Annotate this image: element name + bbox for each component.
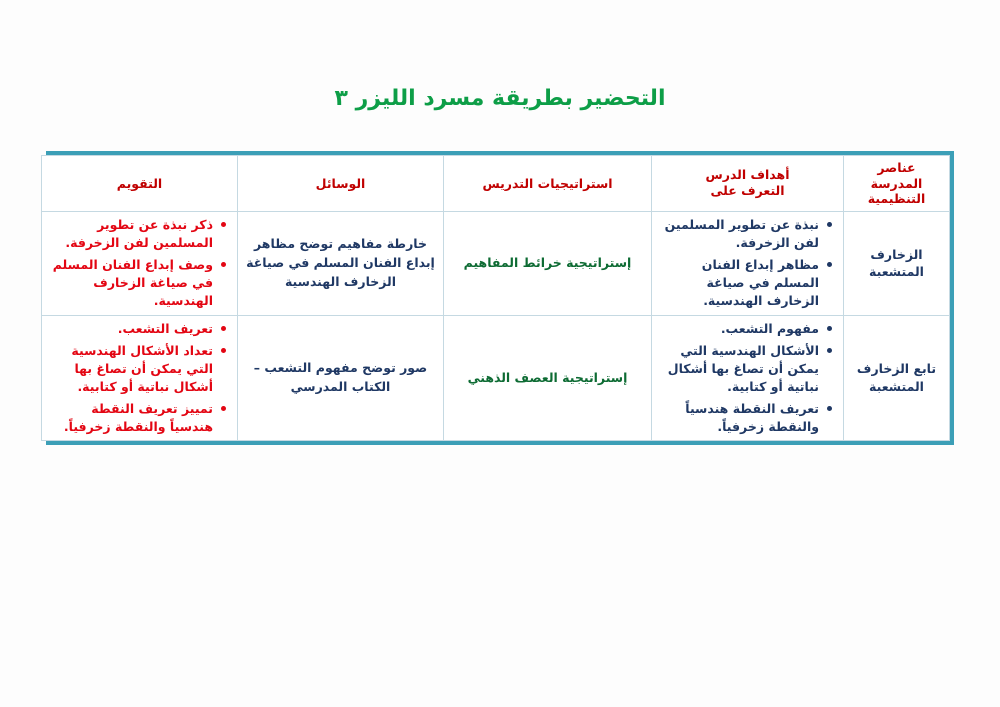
list-item: مفهوم التشعب. [658,320,832,338]
column-header-objectives: أهداف الدرس التعرف على [651,155,844,212]
cell-objectives: مفهوم التشعب. الأشكال الهندسية التي يمكن… [651,314,844,442]
cell-elements: الزخارف المتشعبة [843,210,950,316]
cell-means: صور توضح مفهوم التشعب – الكتاب المدرسي [237,314,444,442]
cell-means: خارطة مفاهيم توضح مظاهر إبداع الفنان الم… [237,210,444,316]
table-body: الزخارف المتشعبة نبذة عن تطوير المسلمين … [41,210,950,442]
page-title: التحضير بطريقة مسرد الليزر ٣ [334,86,666,111]
table-header-row: عناصر المدرسة التنظيمية أهداف الدرس التع… [41,155,950,212]
list-item: نبذة عن تطوير المسلمين لفن الزخرفة. [658,216,832,252]
cell-evaluation: ذكر نبذة عن تطوير المسلمين لفن الزخرفة. … [41,210,238,316]
column-header-objectives-line1: أهداف الدرس [705,166,790,182]
table-row: الزخارف المتشعبة نبذة عن تطوير المسلمين … [41,210,950,316]
column-header-means: الوسائل [237,155,444,212]
column-header-evaluation: التقويم [41,155,238,212]
cell-elements: تابع الزخارف المتشعبة [843,314,950,442]
objectives-list: مفهوم التشعب. الأشكال الهندسية التي يمكن… [658,320,837,437]
lesson-plan-table: عناصر المدرسة التنظيمية أهداف الدرس التع… [41,155,950,442]
list-item: مظاهر إبداع الفنان المسلم في صياغة الزخا… [658,256,832,310]
cell-strategies: إستراتيجية العصف الذهني [443,314,652,442]
evaluation-list: تعريف التشعب. تعداد الأشكال الهندسية الت… [48,320,231,437]
table-row: تابع الزخارف المتشعبة مفهوم التشعب. الأش… [41,314,950,442]
table-header: عناصر المدرسة التنظيمية أهداف الدرس التع… [41,155,950,212]
objectives-list: نبذة عن تطوير المسلمين لفن الزخرفة. مظاه… [658,216,837,311]
list-item: وصف إبداع الفنان المسلم في صياغة الزخارف… [48,256,226,310]
lesson-plan-table-container: عناصر المدرسة التنظيمية أهداف الدرس التع… [41,151,954,446]
cell-strategies: إستراتيجية خرائط المفاهيم [443,210,652,316]
cell-objectives: نبذة عن تطوير المسلمين لفن الزخرفة. مظاه… [651,210,844,316]
list-item: تمييز تعريف النقطة هندسياً والنقطة زخرفي… [48,400,226,436]
list-item: ذكر نبذة عن تطوير المسلمين لفن الزخرفة. [48,216,226,252]
column-header-strategies: استراتيجيات التدريس [443,155,652,212]
evaluation-list: ذكر نبذة عن تطوير المسلمين لفن الزخرفة. … [48,216,231,311]
list-item: الأشكال الهندسية التي يمكن أن تصاغ بها أ… [658,342,832,396]
list-item: تعريف التشعب. [48,320,226,338]
cell-evaluation: تعريف التشعب. تعداد الأشكال الهندسية الت… [41,314,238,442]
column-header-elements: عناصر المدرسة التنظيمية [843,155,950,212]
list-item: تعداد الأشكال الهندسية التي يمكن أن تصاغ… [48,342,226,396]
column-header-objectives-line2: التعرف على [710,183,785,199]
list-item: تعريف النقطة هندسياً والنقطة زخرفياً. [658,400,832,436]
